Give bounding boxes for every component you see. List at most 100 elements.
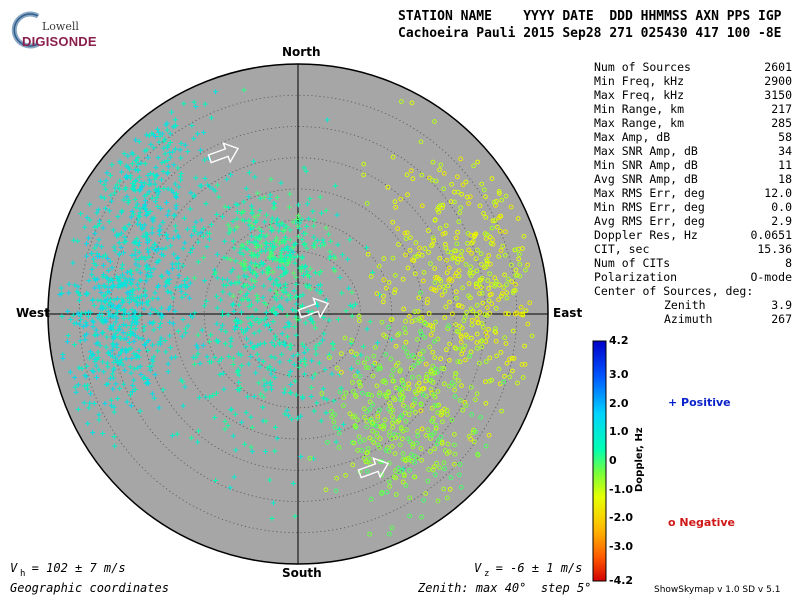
positive-source-marker xyxy=(267,240,273,246)
positive-source-marker xyxy=(98,194,104,200)
positive-source-marker xyxy=(174,255,180,261)
positive-source-marker xyxy=(252,219,258,225)
positive-source-marker xyxy=(149,216,155,222)
positive-source-marker xyxy=(141,204,147,210)
negative-source-marker xyxy=(390,154,396,160)
positive-source-marker xyxy=(131,377,137,383)
positive-source-marker xyxy=(298,454,304,460)
positive-source-marker xyxy=(338,385,344,391)
positive-source-marker xyxy=(94,357,100,363)
negative-source-marker xyxy=(497,228,503,234)
positive-source-marker xyxy=(157,325,163,331)
positive-source-marker xyxy=(128,175,134,181)
positive-source-marker xyxy=(273,257,279,263)
positive-source-marker xyxy=(318,418,324,424)
positive-source-marker xyxy=(182,384,188,390)
positive-source-marker xyxy=(349,289,355,295)
negative-source-marker xyxy=(502,252,508,258)
positive-source-marker xyxy=(163,122,169,128)
negative-source-marker xyxy=(446,357,452,363)
stat-row: CIT, sec 15.36 xyxy=(594,242,792,256)
negative-source-marker xyxy=(475,452,481,458)
negative-source-marker xyxy=(392,451,398,457)
positive-source-marker xyxy=(294,317,300,323)
positive-source-marker xyxy=(266,266,272,272)
negative-source-marker xyxy=(420,392,426,398)
positive-source-marker xyxy=(124,331,130,337)
colorbar-tick-label: -3.0 xyxy=(609,539,634,553)
positive-source-marker xyxy=(219,322,225,328)
positive-source-marker xyxy=(311,408,317,414)
stat-value: 285 xyxy=(771,116,792,130)
positive-source-marker xyxy=(180,379,186,385)
positive-source-marker xyxy=(89,318,95,324)
negative-source-marker xyxy=(432,472,438,478)
positive-source-marker xyxy=(268,327,274,333)
negative-source-marker xyxy=(403,318,408,324)
positive-source-marker xyxy=(157,232,163,238)
positive-source-marker xyxy=(243,186,249,192)
negative-source-marker xyxy=(463,332,469,338)
positive-source-marker xyxy=(114,273,120,279)
positive-source-marker xyxy=(82,337,88,343)
negative-source-marker xyxy=(355,359,361,365)
positive-source-marker xyxy=(105,350,111,356)
positive-source-marker xyxy=(314,287,320,293)
negative-source-marker xyxy=(430,349,436,355)
positive-source-marker xyxy=(318,210,324,216)
positive-source-marker xyxy=(94,242,100,248)
negative-source-marker xyxy=(441,486,447,492)
positive-source-marker xyxy=(225,312,231,318)
positive-source-marker xyxy=(172,181,178,187)
positive-source-marker xyxy=(130,330,136,336)
positive-source-marker xyxy=(114,296,120,302)
positive-source-marker xyxy=(172,308,178,314)
negative-source-marker xyxy=(364,201,370,206)
positive-source-marker xyxy=(260,359,266,365)
negative-source-marker xyxy=(435,410,441,416)
positive-source-marker xyxy=(238,260,244,266)
positive-source-marker xyxy=(208,222,214,228)
positive-source-marker xyxy=(375,340,381,346)
negative-source-marker xyxy=(350,380,355,385)
negative-source-marker xyxy=(386,448,392,454)
positive-source-marker xyxy=(176,273,182,279)
negative-source-marker xyxy=(415,253,420,259)
positive-source-marker xyxy=(113,305,119,311)
positive-source-marker xyxy=(133,137,139,143)
positive-source-marker xyxy=(144,147,150,153)
negative-source-marker xyxy=(395,465,401,471)
positive-source-marker xyxy=(271,200,277,206)
positive-source-marker xyxy=(274,297,280,303)
positive-source-marker xyxy=(225,222,231,228)
positive-source-marker xyxy=(147,311,153,317)
negative-source-marker xyxy=(355,447,361,453)
positive-source-marker xyxy=(134,236,140,242)
positive-source-marker xyxy=(195,351,201,357)
positive-source-marker xyxy=(210,186,216,192)
negative-source-marker xyxy=(492,329,498,334)
positive-source-marker xyxy=(335,316,341,322)
positive-source-marker xyxy=(170,295,176,301)
positive-source-marker xyxy=(121,316,127,322)
positive-source-marker xyxy=(180,316,186,322)
positive-source-marker xyxy=(180,245,186,251)
negative-source-marker xyxy=(468,306,474,312)
positive-source-marker xyxy=(102,284,108,290)
positive-source-marker xyxy=(112,185,118,191)
positive-source-marker xyxy=(128,326,134,332)
positive-source-marker xyxy=(166,306,172,312)
positive-source-marker xyxy=(311,223,317,229)
positive-source-marker xyxy=(269,215,275,221)
negative-source-marker xyxy=(502,335,508,341)
positive-source-marker xyxy=(131,338,137,344)
positive-source-marker xyxy=(303,320,309,326)
positive-source-marker xyxy=(268,354,274,360)
positive-source-marker xyxy=(76,311,82,317)
positive-source-marker xyxy=(154,195,160,201)
positive-source-marker xyxy=(214,211,220,217)
negative-source-marker xyxy=(417,351,423,357)
positive-source-marker xyxy=(192,361,198,367)
positive-source-marker xyxy=(71,237,77,243)
positive-source-marker xyxy=(281,271,287,277)
